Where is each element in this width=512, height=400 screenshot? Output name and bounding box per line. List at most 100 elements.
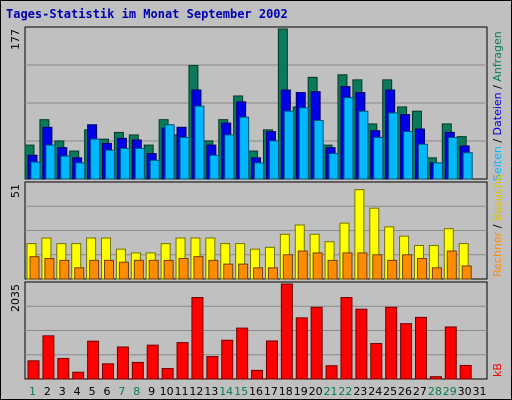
bar-seiten-day-20 <box>313 120 324 180</box>
bar-seiten-day-29 <box>447 136 458 180</box>
bar-kb-day-22 <box>340 297 353 380</box>
bar-rechner-day-14 <box>223 263 234 280</box>
x-tick-30: 30 <box>458 385 472 398</box>
bar-kb-day-16 <box>251 369 264 380</box>
bar-seiten-day-1 <box>30 161 41 180</box>
bar-rechner-day-9 <box>148 259 159 280</box>
bar-seiten-day-7 <box>119 147 130 180</box>
x-tick-29: 29 <box>443 385 457 398</box>
bar-rechner-day-22 <box>342 252 353 280</box>
legend-dateien: Dateien <box>491 92 504 135</box>
bar-kb-day-23 <box>355 308 368 380</box>
bar-kb-day-20 <box>310 306 323 380</box>
bar-seiten-day-9 <box>149 159 160 180</box>
bar-seiten-day-8 <box>134 147 145 180</box>
bar-seiten-day-30 <box>462 152 473 180</box>
bar-rechner-day-2 <box>44 258 55 280</box>
bar-rechner-day-1 <box>29 256 40 280</box>
bar-rechner-day-16 <box>253 267 264 280</box>
bar-rechner-day-13 <box>208 259 219 280</box>
legend-besuche: Besuche <box>491 174 504 221</box>
x-tick-22: 22 <box>338 385 352 398</box>
bar-seiten-day-12 <box>194 105 205 180</box>
bar-seiten-day-13 <box>209 154 220 180</box>
bar-rechner-day-23 <box>357 252 368 280</box>
bar-rechner-day-8 <box>133 259 144 280</box>
bar-kb-day-30 <box>459 364 472 380</box>
x-tick-6: 6 <box>103 385 110 398</box>
x-tick-14: 14 <box>219 385 233 398</box>
bar-rechner-day-11 <box>178 258 189 280</box>
legend-rechner: Rechner <box>491 231 504 277</box>
bar-seiten-day-15 <box>239 116 250 180</box>
bar-kb-day-14 <box>221 339 234 380</box>
bar-kb-day-8 <box>131 361 144 380</box>
bar-seiten-day-22 <box>343 97 354 180</box>
bar-seiten-day-6 <box>105 149 116 180</box>
bar-kb-day-11 <box>176 342 189 380</box>
bar-kb-day-15 <box>236 327 249 380</box>
bar-kb-day-12 <box>191 297 204 380</box>
bar-seiten-day-3 <box>60 155 71 180</box>
x-tick-20: 20 <box>309 385 323 398</box>
legend-sep: / <box>491 82 504 93</box>
x-tick-15: 15 <box>234 385 248 398</box>
bar-kb-day-26 <box>400 323 413 380</box>
bar-rechner-day-18 <box>282 254 293 280</box>
bar-rechner-day-27 <box>416 258 427 280</box>
bar-kb-day-7 <box>116 346 129 380</box>
bar-rechner-day-10 <box>163 259 174 280</box>
ymax-label-bottom: 2035 <box>9 284 22 312</box>
bar-rechner-day-28 <box>431 267 442 280</box>
bar-seiten-day-18 <box>283 110 294 180</box>
bar-rechner-day-21 <box>327 259 338 280</box>
legend-top: Seiten / Dateien / Anfragen <box>491 31 504 181</box>
bar-kb-day-21 <box>325 365 338 380</box>
x-tick-5: 5 <box>89 385 96 398</box>
x-tick-9: 9 <box>148 385 155 398</box>
bar-seiten-day-17 <box>268 140 279 180</box>
bar-rechner-day-29 <box>446 250 457 280</box>
bar-rechner-day-15 <box>238 263 249 280</box>
bar-kb-day-19 <box>295 317 308 380</box>
bar-seiten-day-11 <box>179 136 190 180</box>
bar-kb-day-4 <box>72 371 85 380</box>
bar-seiten-day-10 <box>164 124 175 180</box>
bar-seiten-day-16 <box>254 162 265 180</box>
x-tick-8: 8 <box>133 385 140 398</box>
legend-kb: kB <box>491 363 504 377</box>
bar-rechner-day-6 <box>104 259 115 280</box>
bar-seiten-day-26 <box>403 131 414 180</box>
bar-rechner-day-5 <box>89 259 100 280</box>
x-tick-27: 27 <box>413 385 427 398</box>
x-tick-16: 16 <box>249 385 263 398</box>
bar-seiten-day-25 <box>388 112 399 180</box>
x-tick-26: 26 <box>398 385 412 398</box>
x-tick-11: 11 <box>174 385 188 398</box>
x-tick-19: 19 <box>294 385 308 398</box>
bar-kb-day-3 <box>57 357 70 380</box>
ymax-label-middle: 51 <box>9 184 22 198</box>
bar-rechner-day-20 <box>312 252 323 280</box>
bar-kb-day-1 <box>27 360 40 380</box>
x-tick-12: 12 <box>189 385 203 398</box>
bar-rechner-day-12 <box>193 256 204 280</box>
x-tick-28: 28 <box>428 385 442 398</box>
bar-rechner-day-25 <box>387 259 398 280</box>
x-tick-4: 4 <box>74 385 81 398</box>
bar-seiten-day-4 <box>75 162 86 180</box>
bar-seiten-day-27 <box>417 143 428 180</box>
bar-seiten-day-28 <box>432 162 443 180</box>
bar-rechner-day-17 <box>267 267 278 280</box>
bar-kb-day-27 <box>414 316 427 380</box>
bar-kb-day-29 <box>444 326 457 380</box>
bar-seiten-day-19 <box>298 107 309 180</box>
x-tick-18: 18 <box>279 385 293 398</box>
bar-rechner-day-19 <box>297 250 308 280</box>
bar-rechner-day-24 <box>372 254 383 280</box>
bar-kb-day-2 <box>42 335 55 380</box>
bar-seiten-day-21 <box>328 153 339 180</box>
x-tick-7: 7 <box>118 385 125 398</box>
legend-anfragen: Anfragen <box>491 31 504 81</box>
